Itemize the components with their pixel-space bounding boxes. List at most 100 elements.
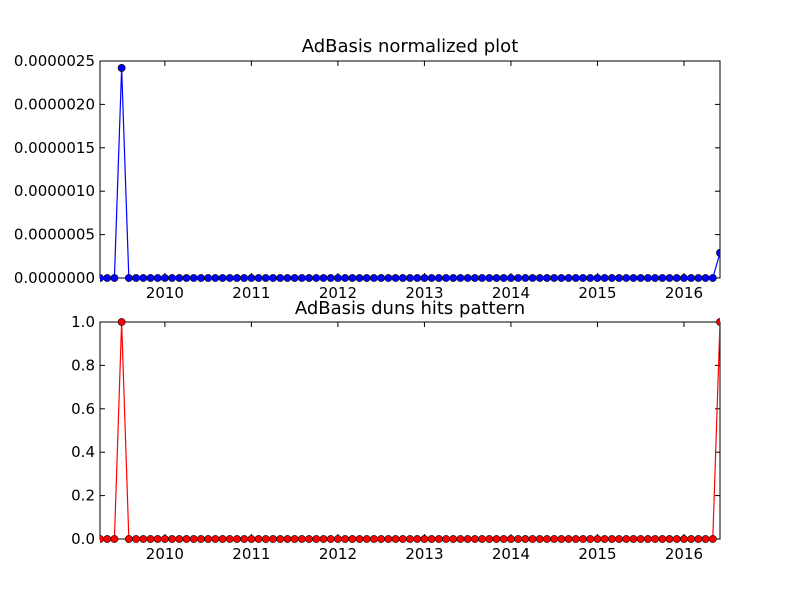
duns-hits-x-tick-label: 2015 <box>578 545 616 563</box>
duns-hits-data-point <box>348 535 357 543</box>
duns-hits-data-point <box>708 535 717 543</box>
normalized-data-point <box>124 274 133 282</box>
normalized-data-point <box>579 274 587 282</box>
duns-hits-data-point <box>377 535 386 543</box>
duns-hits-data-point <box>528 535 537 543</box>
normalized-data-point <box>240 274 249 282</box>
normalized-y-tick-label: 0.0000000 <box>14 269 95 287</box>
duns-hits-data-point <box>370 535 378 543</box>
normalized-x-tick-label: 2014 <box>492 284 530 302</box>
normalized-x-tick-label: 2010 <box>146 284 184 302</box>
duns-hits-data-point <box>153 535 162 543</box>
duns-hits-plot-area <box>100 318 720 543</box>
duns-hits-data-point <box>615 535 623 543</box>
duns-hits-x-tick-label: 2014 <box>492 545 530 563</box>
duns-hits-y-tick-label: 1.0 <box>71 313 95 331</box>
normalized-data-point <box>701 274 710 282</box>
duns-hits-data-point <box>442 535 450 543</box>
normalized-data-point <box>694 274 703 282</box>
duns-hits-x-tick-label: 2010 <box>146 545 184 563</box>
duns-hits-data-point <box>110 535 119 543</box>
duns-hits-data-point <box>247 535 256 543</box>
normalized-data-point <box>305 274 313 282</box>
duns-hits-y-tick-label: 0.6 <box>71 400 95 418</box>
duns-hits-data-point <box>644 535 652 543</box>
normalized-data-point <box>355 274 364 282</box>
normalized-data-point <box>615 274 623 282</box>
normalized-y-tick-label: 0.0000015 <box>14 139 95 157</box>
duns-hits-x-tick-label: 2016 <box>665 545 703 563</box>
normalized-y-tick-label: 0.0000005 <box>14 226 95 244</box>
normalized-data-point <box>557 274 566 282</box>
normalized-data-point <box>160 274 169 282</box>
normalized-data-point <box>672 274 681 282</box>
duns-hits-x-tick-label: 2013 <box>405 545 443 563</box>
normalized-data-point <box>434 274 443 282</box>
normalized-data-point <box>514 274 523 282</box>
normalized-x-tick-label: 2012 <box>319 284 357 302</box>
duns-hits-data-point <box>175 535 184 543</box>
normalized-data-point <box>600 274 609 282</box>
duns-hits-data-point <box>600 535 609 543</box>
duns-hits-data-point <box>139 535 148 543</box>
duns-hits-data-point <box>449 535 458 543</box>
normalized-plot-area <box>100 64 720 282</box>
normalized-data-point <box>211 274 220 282</box>
duns-hits-data-point <box>521 535 530 543</box>
normalized-data-point <box>550 274 559 282</box>
normalized-data-point <box>406 274 414 282</box>
normalized-data-point <box>564 274 573 282</box>
duns-hits-data-point <box>492 535 501 543</box>
normalized-y-tick-label: 0.0000010 <box>14 182 95 200</box>
normalized-plot-panel: AdBasis normalized plot 0.0000000 0.00000… <box>14 36 721 302</box>
normalized-data-point <box>413 274 422 282</box>
duns-hits-data-point <box>211 535 220 543</box>
duns-hits-data-point <box>283 535 292 543</box>
duns-hits-data-point <box>499 535 508 543</box>
normalized-data-point <box>225 274 234 282</box>
normalized-data-point <box>521 274 530 282</box>
duns-hits-data-point <box>240 535 249 543</box>
duns-hits-data-point <box>543 535 551 543</box>
duns-hits-data-point <box>225 535 234 543</box>
duns-hits-panel: AdBasis duns hits pattern 0.0 0.2 0.4 0.6 0.… <box>71 298 721 563</box>
normalized-data-point <box>218 274 227 282</box>
duns-hits-data-point <box>658 535 667 543</box>
duns-hits-data-point <box>355 535 364 543</box>
duns-hits-data-point <box>326 535 335 543</box>
normalized-data-point <box>593 274 602 282</box>
normalized-data-point <box>636 274 645 282</box>
normalized-data-point <box>153 274 162 282</box>
normalized-data-point <box>146 274 155 282</box>
normalized-data-point <box>528 274 537 282</box>
normalized-data-point <box>629 274 638 282</box>
normalized-data-point <box>456 274 465 282</box>
duns-hits-data-point <box>651 535 660 543</box>
duns-hits-data-point <box>218 535 227 543</box>
normalized-data-point <box>139 274 148 282</box>
duns-hits-data-point <box>571 535 580 543</box>
normalized-data-point <box>103 274 112 282</box>
normalized-data-point <box>247 274 256 282</box>
normalized-data-point <box>543 274 551 282</box>
normalized-data-point <box>348 274 357 282</box>
duns-hits-y-tick-label: 0.8 <box>71 356 95 374</box>
duns-hits-data-point <box>297 535 306 543</box>
duns-hits-data-point <box>398 535 407 543</box>
normalized-data-point <box>197 274 205 282</box>
normalized-data-point <box>478 274 486 282</box>
normalized-data-point <box>571 274 580 282</box>
duns-hits-data-point <box>485 535 494 543</box>
duns-hits-data-point <box>665 535 674 543</box>
duns-hits-data-point <box>586 535 595 543</box>
duns-hits-data-point <box>406 535 414 543</box>
duns-hits-data-point <box>470 535 479 543</box>
duns-hits-data-point <box>117 318 126 326</box>
duns-hits-data-point <box>694 535 703 543</box>
duns-hits-data-point <box>672 535 681 543</box>
normalized-data-point <box>398 274 407 282</box>
duns-hits-data-point <box>334 535 342 543</box>
duns-hits-data-point <box>716 318 720 326</box>
duns-hits-data-point <box>680 535 688 543</box>
